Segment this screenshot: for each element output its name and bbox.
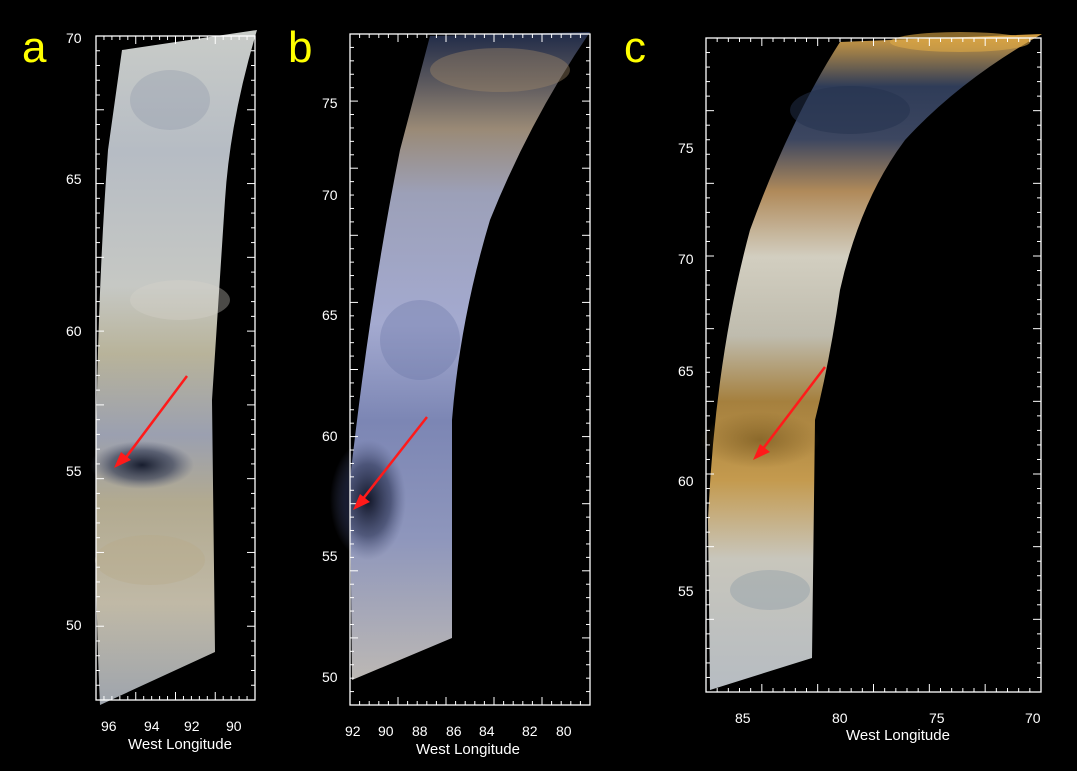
- x-axis-title: West Longitude: [416, 741, 520, 758]
- y-tick-label: 75: [322, 95, 338, 111]
- x-tick-label: 92: [345, 723, 361, 739]
- y-tick-label: 55: [322, 548, 338, 564]
- x-tick-label: 92: [184, 718, 200, 734]
- x-tick-label: 96: [101, 718, 117, 734]
- y-tick-label: 70: [678, 251, 694, 267]
- y-tick-label: 70: [66, 30, 82, 46]
- x-tick-label: 90: [378, 723, 394, 739]
- x-tick-label: 90: [226, 718, 242, 734]
- x-axis-title: West Longitude: [128, 736, 232, 753]
- x-tick-label: 86: [446, 723, 462, 739]
- y-tick-label: 55: [66, 463, 82, 479]
- y-tick-label: 55: [678, 583, 694, 599]
- y-tick-label: 65: [66, 171, 82, 187]
- x-tick-label: 80: [832, 710, 848, 726]
- x-tick-label: 82: [522, 723, 538, 739]
- x-tick-label: 85: [735, 710, 751, 726]
- y-tick-label: 75: [678, 140, 694, 156]
- panel-letter-c: c: [624, 23, 646, 72]
- y-tick-label: 70: [322, 187, 338, 203]
- y-tick-label: 50: [66, 617, 82, 633]
- x-axis-title: West Longitude: [846, 727, 950, 744]
- y-tick-label: 50: [322, 669, 338, 685]
- x-tick-label: 94: [144, 718, 160, 734]
- y-tick-label: 65: [322, 307, 338, 323]
- x-tick-label: 80: [556, 723, 572, 739]
- x-tick-label: 88: [412, 723, 428, 739]
- y-tick-label: 60: [322, 428, 338, 444]
- panel-letter-a: a: [22, 23, 47, 72]
- x-tick-label: 84: [479, 723, 495, 739]
- panel-letter-b: b: [288, 23, 313, 72]
- y-tick-label: 65: [678, 363, 694, 379]
- x-tick-label: 70: [1025, 710, 1041, 726]
- x-tick-label: 75: [929, 710, 945, 726]
- y-tick-label: 60: [66, 323, 82, 339]
- y-tick-label: 60: [678, 473, 694, 489]
